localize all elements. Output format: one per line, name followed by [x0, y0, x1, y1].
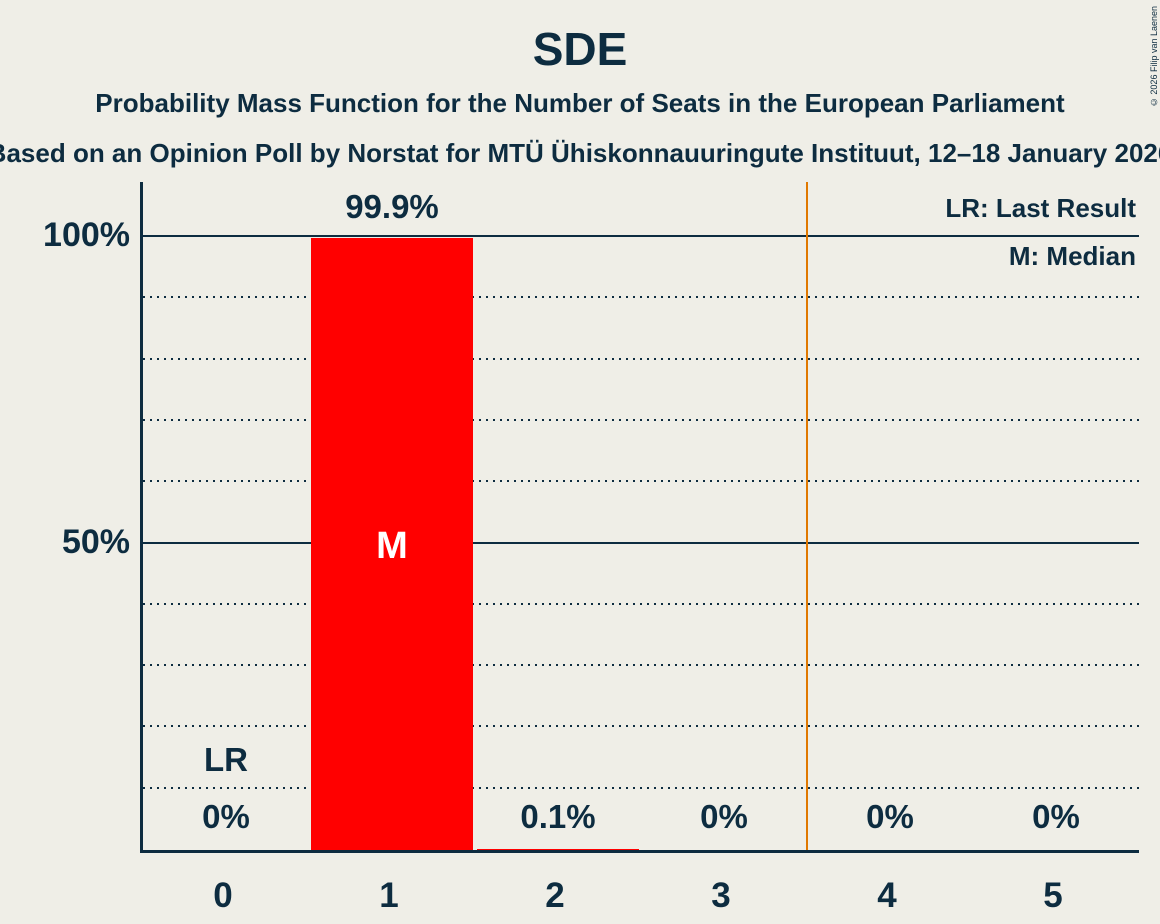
bar-seats-1	[311, 237, 473, 850]
value-label-seats-2: 0.1%	[520, 798, 596, 835]
legend-item-median: M: Median	[1008, 241, 1136, 271]
threshold-line	[806, 182, 808, 850]
value-label-seats-4: 0%	[866, 798, 914, 835]
chart-source-line: Based on an Opinion Poll by Norstat for …	[0, 138, 1160, 168]
value-label-seats-3: 0%	[700, 798, 748, 835]
gridline-10pct	[143, 786, 1139, 789]
gridline-20pct	[143, 725, 1139, 728]
legend-item-last-result: LR: Last Result	[945, 193, 1136, 223]
x-axis-label-5: 5	[1043, 876, 1063, 915]
x-axis-label-3: 3	[711, 876, 731, 915]
gridline-40pct	[143, 602, 1139, 605]
chart-title: SDE	[532, 23, 628, 75]
gridline-70pct	[143, 418, 1139, 421]
gridline-30pct	[143, 664, 1139, 667]
bar-seats-2	[477, 849, 639, 850]
x-axis-label-2: 2	[545, 876, 565, 915]
value-label-seats-0: 0%	[202, 798, 250, 835]
chart-legend: LR: Last Result M: Median	[945, 184, 1136, 280]
last-result-marker: LR	[204, 740, 248, 778]
value-label-seats-5: 0%	[1032, 798, 1080, 835]
gridline-90pct	[143, 296, 1139, 299]
gridline-80pct	[143, 357, 1139, 360]
x-axis-label-1: 1	[379, 876, 399, 915]
chart-subtitle: Probability Mass Function for the Number…	[95, 88, 1065, 118]
gridline-60pct	[143, 480, 1139, 483]
y-axis-tick-100: 100%	[43, 216, 130, 254]
gridline-50pct	[143, 541, 1139, 544]
y-axis-tick-50: 50%	[61, 523, 130, 561]
value-label-seats-1: 99.9%	[345, 187, 439, 225]
x-axis-label-4: 4	[877, 876, 897, 915]
plot-area: LR: Last Result M: Median 0% 99.9% 0.1% 0% 0…	[140, 182, 1139, 853]
x-axis-label-0: 0	[213, 876, 233, 915]
gridline-100pct	[143, 235, 1139, 237]
median-marker: M	[376, 524, 408, 567]
